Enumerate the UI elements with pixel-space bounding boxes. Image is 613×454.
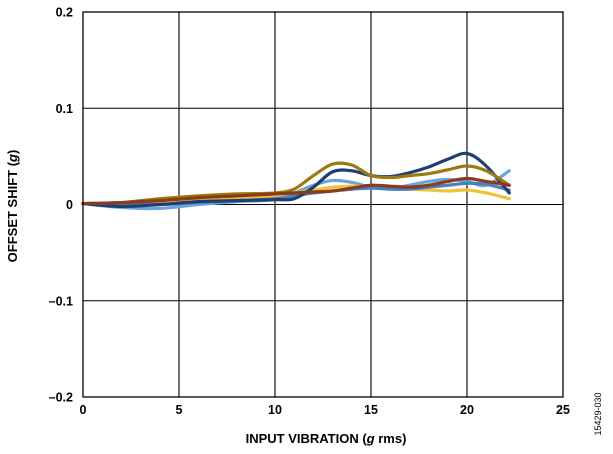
- series-line-4: [81, 151, 511, 209]
- y-tick-label: 0.1: [56, 102, 73, 116]
- x-tick-label: 5: [176, 403, 183, 417]
- y-tick-label: 0: [66, 198, 73, 212]
- x-axis-title: INPUT VIBRATION (g rms): [246, 431, 407, 446]
- series-line-6: [81, 176, 511, 206]
- x-tick-label: 0: [80, 403, 87, 417]
- y-tick-labels: –0.2 –0.1 0 0.1 0.2: [49, 6, 73, 405]
- x-tick-labels: 0 5 10 15 20 25: [80, 403, 570, 417]
- figure-id: 15429-030: [593, 392, 603, 435]
- y-tick-label: –0.1: [49, 294, 73, 308]
- y-tick-label: –0.2: [49, 391, 73, 405]
- y-axis-title: OFFSET SHIFT (g): [5, 150, 20, 263]
- y-tick-label: 0.2: [56, 6, 73, 20]
- plot-frame: [82, 11, 564, 398]
- x-tick-label: 15: [364, 403, 378, 417]
- series-line-5: [81, 161, 511, 206]
- x-tick-label: 25: [556, 403, 570, 417]
- series-group: [81, 151, 511, 211]
- x-tick-label: 10: [268, 403, 282, 417]
- x-tick-label: 20: [460, 403, 474, 417]
